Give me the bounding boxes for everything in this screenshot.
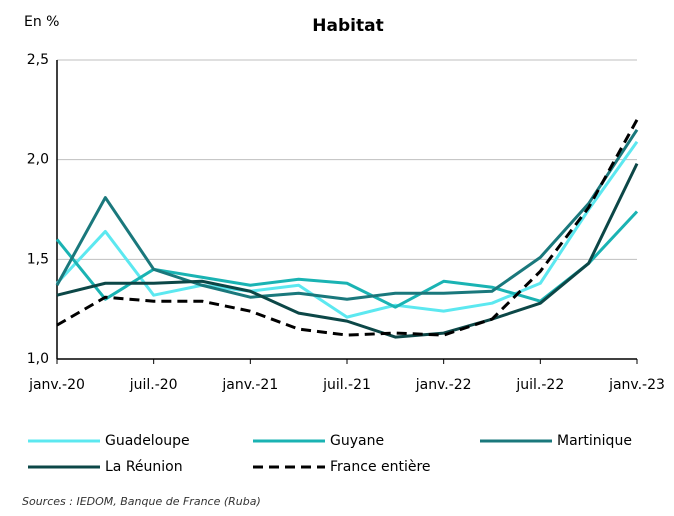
series-line xyxy=(55,140,639,319)
series-line xyxy=(55,128,639,301)
y-tick-label: 2,0 xyxy=(27,152,49,168)
x-tick-label: janv.-21 xyxy=(221,377,278,393)
legend-label: France entière xyxy=(330,459,431,475)
y-tick-label: 1,0 xyxy=(27,351,49,367)
x-tick-label: janv.-22 xyxy=(415,377,472,393)
chart-title: Habitat xyxy=(312,16,383,36)
y-axis-label: En % xyxy=(24,14,59,30)
x-tick-label: juil.-22 xyxy=(515,377,564,393)
y-tick-label: 1,5 xyxy=(27,251,49,267)
source: Sources : IEDOM, Banque de France (Ruba) xyxy=(22,495,261,508)
legend-label: Guyane xyxy=(330,433,384,449)
x-tick-label: juil.-21 xyxy=(322,377,371,393)
y-tick-label: 2,5 xyxy=(27,52,49,68)
legend-label: Martinique xyxy=(557,433,632,449)
legend-label: La Réunion xyxy=(105,459,183,475)
x-tick-label: janv.-20 xyxy=(28,377,85,393)
series-line xyxy=(56,119,639,337)
x-tick-label: juil.-20 xyxy=(129,377,178,393)
x-tick-label: janv.-23 xyxy=(608,377,665,393)
legend-label: Guadeloupe xyxy=(105,433,190,449)
series-line xyxy=(56,162,639,339)
